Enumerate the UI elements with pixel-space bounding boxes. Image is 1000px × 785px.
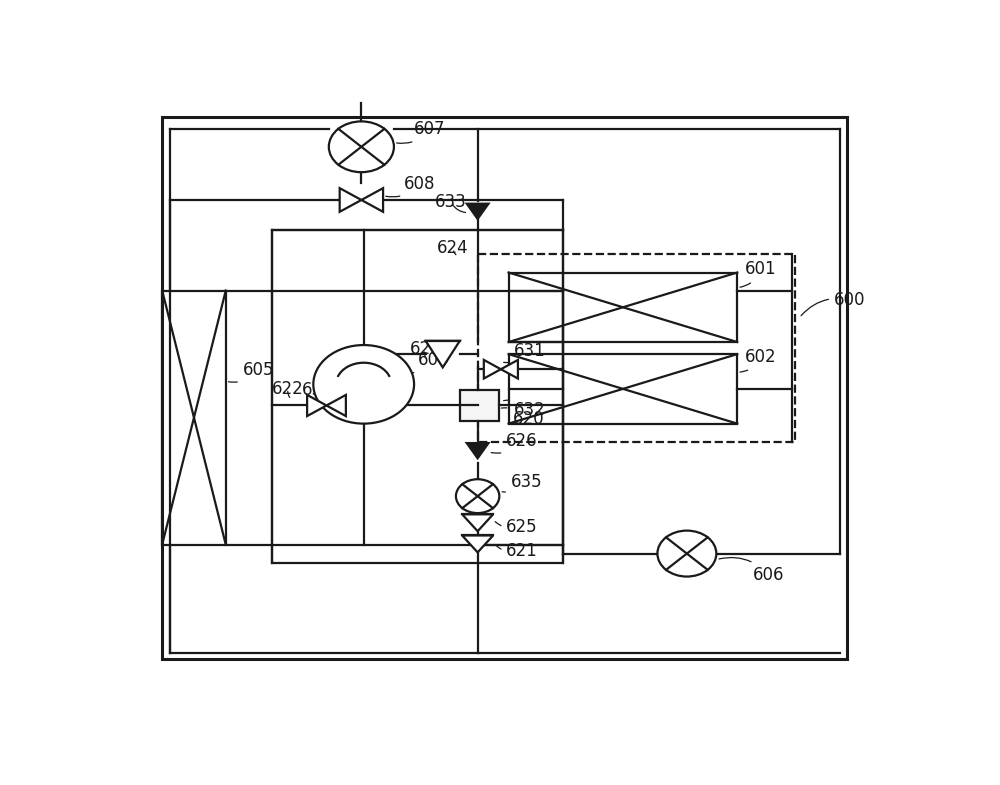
Text: 621: 621	[495, 542, 538, 560]
Text: 606: 606	[719, 557, 784, 584]
Text: 630: 630	[302, 382, 333, 400]
Text: 605: 605	[228, 361, 274, 382]
Text: 625: 625	[495, 518, 538, 536]
Polygon shape	[462, 514, 493, 531]
Text: 601: 601	[740, 261, 777, 287]
Text: 622: 622	[272, 380, 304, 397]
Polygon shape	[462, 535, 493, 553]
Text: 608: 608	[386, 174, 436, 197]
Bar	[272, 230, 563, 563]
Text: 600: 600	[801, 290, 866, 316]
Bar	[162, 290, 226, 545]
Bar	[509, 272, 737, 342]
Polygon shape	[326, 395, 346, 416]
Polygon shape	[484, 360, 501, 378]
Polygon shape	[307, 395, 326, 416]
Text: 623: 623	[409, 340, 441, 358]
Polygon shape	[467, 204, 488, 219]
Text: 633: 633	[435, 193, 467, 213]
Circle shape	[456, 479, 499, 513]
Text: 602: 602	[740, 348, 777, 372]
Text: 632: 632	[504, 400, 546, 418]
Bar	[478, 254, 795, 442]
Polygon shape	[426, 341, 460, 367]
Circle shape	[657, 531, 716, 576]
Text: 635: 635	[502, 473, 543, 492]
Text: 631: 631	[504, 342, 546, 363]
Polygon shape	[361, 188, 383, 212]
Polygon shape	[501, 360, 518, 378]
Text: 624: 624	[437, 239, 469, 257]
Text: 620: 620	[501, 408, 544, 429]
Circle shape	[313, 345, 414, 424]
Circle shape	[329, 122, 394, 172]
Text: 626: 626	[491, 433, 538, 453]
Bar	[509, 354, 737, 424]
Bar	[460, 390, 499, 421]
Bar	[162, 117, 847, 659]
Polygon shape	[340, 188, 361, 212]
Text: 607: 607	[397, 120, 446, 144]
Text: 604: 604	[401, 351, 449, 373]
Polygon shape	[467, 443, 488, 458]
